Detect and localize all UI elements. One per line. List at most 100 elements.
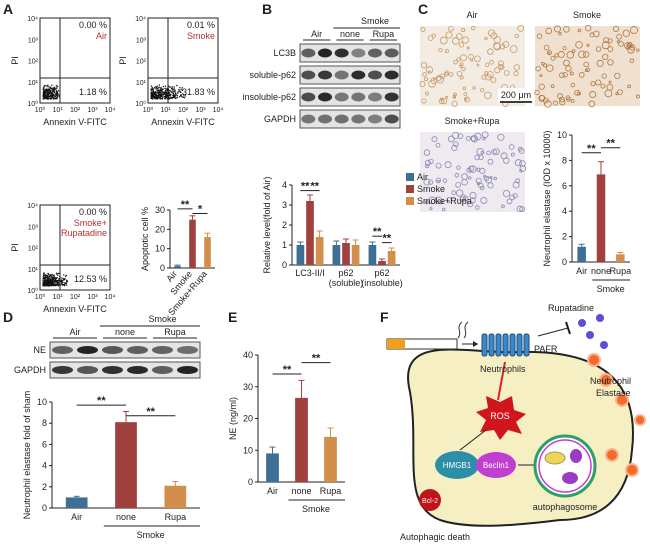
tissue	[588, 100, 596, 108]
blot-band	[351, 92, 366, 102]
flow-event	[173, 86, 175, 88]
flow-event	[178, 96, 181, 98]
blot-band	[77, 346, 98, 354]
flow-x-tick: 10⁰	[143, 106, 154, 114]
tissue	[494, 67, 501, 74]
tissue	[543, 44, 550, 51]
tissue	[595, 79, 602, 86]
flow-event	[48, 98, 50, 100]
tissue	[544, 100, 552, 108]
tissue	[612, 25, 620, 32]
significance-label: **	[606, 138, 615, 150]
y-tick-label: 8	[562, 155, 567, 165]
tissue	[499, 64, 505, 70]
flow-event	[66, 280, 68, 283]
flow-event	[155, 94, 158, 96]
tissue	[452, 131, 460, 140]
bar	[266, 453, 279, 482]
x-tick-label: none	[116, 512, 136, 522]
tissue	[565, 95, 571, 101]
x-tick-label: Rupa	[165, 512, 187, 522]
flow-y-tick: 10²	[136, 59, 147, 66]
bar	[115, 422, 137, 508]
x-tick-label: LC3-II/I	[295, 268, 325, 278]
tissue	[461, 66, 466, 72]
flow-event	[42, 282, 45, 284]
flow-y-tick: 10¹	[136, 80, 147, 87]
flow-event	[51, 96, 53, 99]
tissue	[559, 72, 565, 79]
blot-band	[301, 92, 316, 102]
tissue	[452, 94, 457, 98]
flow-event	[50, 94, 52, 96]
flow-y-tick: 10³	[28, 224, 39, 231]
tissue	[589, 32, 595, 38]
blot-row-label: LC3B	[273, 48, 296, 58]
blot-band	[368, 114, 382, 124]
tissue	[463, 92, 468, 96]
tissue	[459, 62, 464, 66]
flow-event	[164, 98, 167, 100]
flow-event	[66, 279, 68, 282]
tissue	[493, 176, 497, 181]
flow-event	[179, 86, 181, 89]
flow-event	[45, 276, 47, 279]
flow-event	[152, 93, 155, 96]
legend-label: Smoke+Rupa	[417, 196, 472, 206]
flow-event	[49, 89, 51, 91]
panel-letter: E	[228, 309, 237, 325]
quadrant-percent: 31.83 %	[182, 87, 215, 97]
mitochondrion	[544, 451, 566, 465]
y-tick-label: 4	[562, 206, 567, 216]
blot-band	[177, 366, 198, 374]
flow-event	[55, 281, 58, 283]
tissue	[510, 152, 515, 157]
flow-event	[155, 88, 157, 90]
micrograph-label: Smoke+Rupa	[445, 116, 500, 126]
tissue	[424, 77, 428, 82]
bar	[164, 485, 187, 508]
blot-band	[177, 346, 198, 354]
y-tick-label: 2	[42, 482, 47, 492]
flow-event	[53, 284, 55, 287]
tissue	[534, 89, 540, 96]
flow-event	[169, 94, 172, 97]
flow-x-tick: 10¹	[160, 107, 171, 114]
flow-event	[49, 281, 51, 283]
flow-event	[176, 94, 178, 97]
flow-event	[166, 98, 169, 100]
flow-event	[56, 96, 58, 98]
tissue	[480, 196, 488, 205]
flow-event	[51, 95, 53, 97]
flow-event	[44, 274, 47, 277]
flow-y-tick: 10⁴	[27, 16, 38, 23]
flow-event	[51, 91, 53, 94]
flow-event	[180, 94, 182, 96]
bar	[189, 219, 196, 268]
bar	[378, 261, 386, 265]
flow-event	[42, 285, 44, 287]
significance-label: **	[373, 226, 382, 238]
flow-event	[56, 284, 58, 287]
tissue	[476, 63, 480, 67]
flow-event	[171, 91, 173, 94]
significance-label: **	[587, 143, 596, 155]
flow-event	[173, 94, 176, 96]
y-tick-label: 10	[557, 130, 567, 140]
flow-event	[43, 272, 45, 275]
tissue	[490, 77, 497, 83]
blot-band	[301, 70, 316, 80]
y-tick-label: 0	[160, 263, 165, 273]
tissue	[557, 93, 563, 100]
flow-event	[151, 86, 153, 89]
tissue	[436, 179, 441, 184]
tissue	[445, 95, 449, 99]
tissue	[563, 59, 570, 67]
tissue	[445, 31, 453, 39]
y-tick-label: 10	[37, 397, 47, 407]
tissue	[512, 193, 518, 199]
tissue	[429, 207, 433, 211]
flow-event	[55, 88, 57, 90]
flow-event	[48, 280, 50, 282]
